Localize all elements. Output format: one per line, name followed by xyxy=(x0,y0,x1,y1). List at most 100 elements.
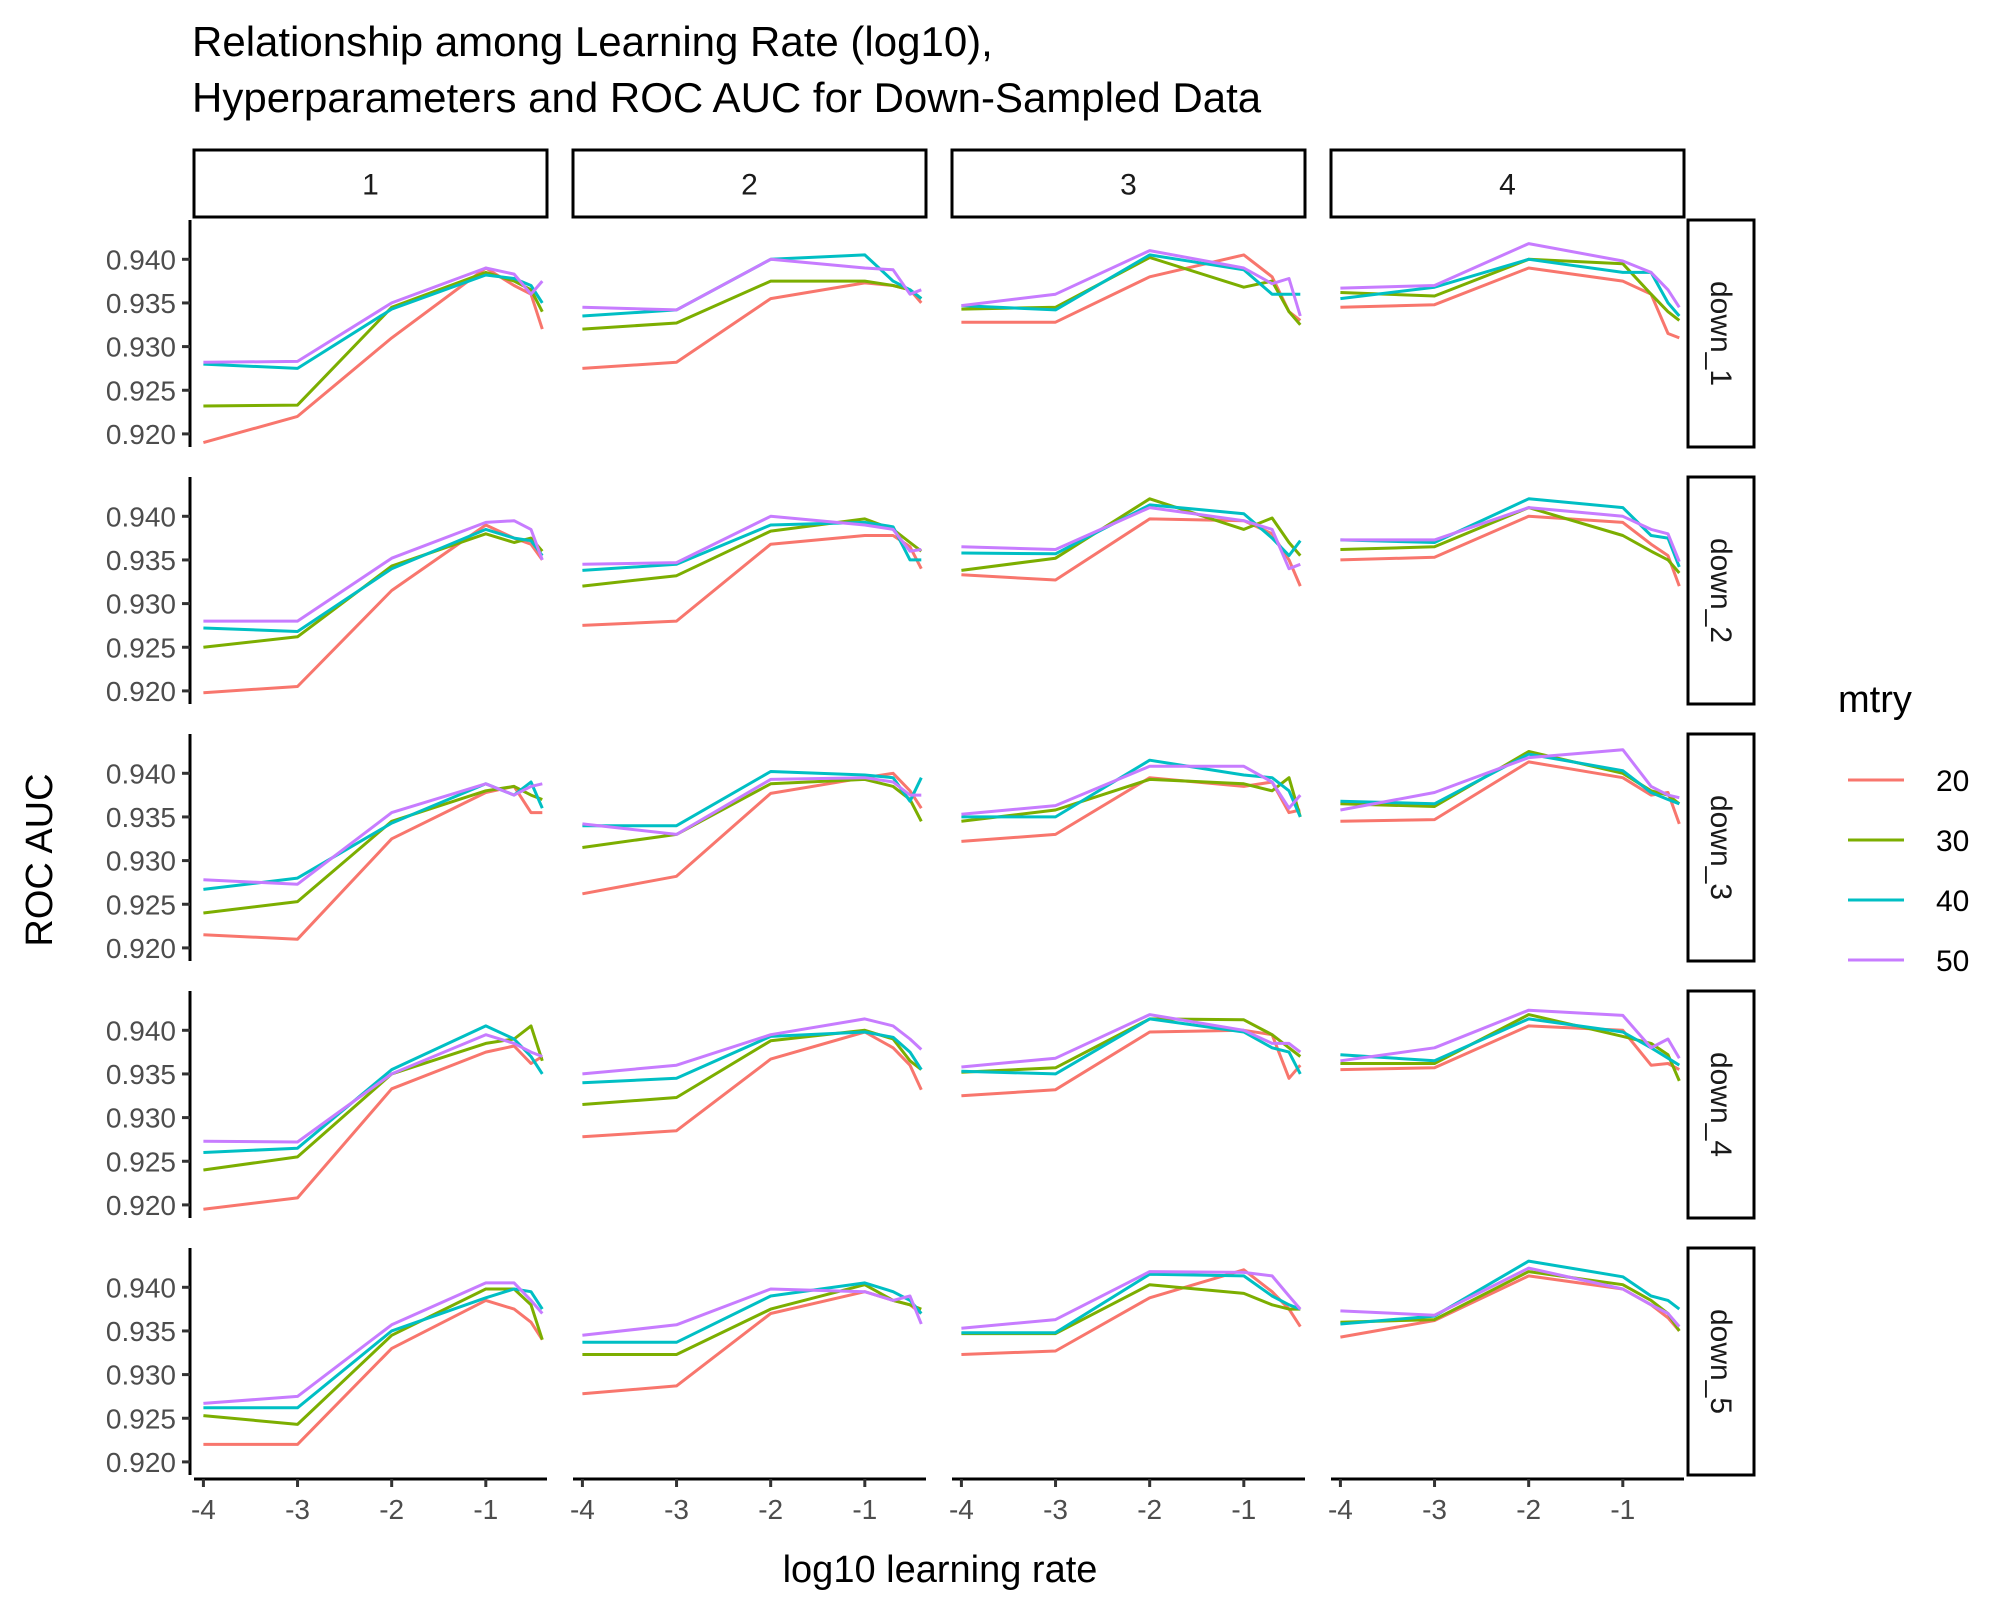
x-tick-label: -1 xyxy=(1610,1494,1635,1525)
y-tick-label: 0.930 xyxy=(106,1360,176,1391)
y-axis-title: ROC AUC xyxy=(19,773,61,946)
y-tick-label: 0.940 xyxy=(106,501,176,532)
series-line-mtry-40-down_4-col-1 xyxy=(203,1024,544,1154)
series-line-mtry-40-down_5-col-3 xyxy=(961,1272,1301,1335)
y-tick-label: 0.925 xyxy=(106,375,176,406)
facet-strip-col-2 xyxy=(571,148,928,219)
series-line-mtry-40-down_2-col-4 xyxy=(1340,497,1681,568)
series-line-mtry-40-down_1-col-4 xyxy=(1340,257,1681,317)
series-line-mtry-30-down_4-col-4 xyxy=(1340,1013,1681,1082)
facet-strip-row-down_5 xyxy=(1686,1246,1756,1477)
series-line-mtry-50-down_5-col-2 xyxy=(582,1287,923,1337)
x-tick-label: -3 xyxy=(664,1494,689,1525)
facet-strip-row-down_1 xyxy=(1686,218,1756,449)
series-line-mtry-30-down_5-col-2 xyxy=(582,1283,922,1356)
x-tick-label: -4 xyxy=(1328,1494,1353,1525)
legend-label-30: 30 xyxy=(1936,825,1969,858)
series-line-mtry-30-down_2-col-1 xyxy=(203,532,544,649)
series-line-mtry-40-down_4-col-4 xyxy=(1340,1017,1681,1067)
series-line-mtry-30-down_4-col-1 xyxy=(203,1024,544,1172)
legend-title: mtry xyxy=(1838,679,1912,721)
series-line-mtry-30-down_2-col-4 xyxy=(1340,506,1681,574)
series-line-mtry-30-down_5-col-1 xyxy=(203,1287,544,1426)
series-line-mtry-50-down_1-col-3 xyxy=(961,249,1302,317)
y-tick-label: 0.930 xyxy=(106,1103,176,1134)
y-tick-label: 0.930 xyxy=(106,846,176,877)
series-line-mtry-50-down_5-col-1 xyxy=(203,1281,544,1405)
legend-label-40: 40 xyxy=(1936,885,1969,918)
series-line-mtry-20-down_3-col-4 xyxy=(1340,760,1681,825)
series-line-mtry-20-down_1-col-4 xyxy=(1340,266,1680,340)
y-tick-label: 0.940 xyxy=(106,244,176,275)
facet-strip-row-label: down_1 xyxy=(1704,281,1737,386)
series-line-mtry-50-down_2-col-3 xyxy=(961,506,1301,571)
x-tick-label: -4 xyxy=(570,1494,595,1525)
y-tick-label: 0.940 xyxy=(106,1015,176,1046)
x-tick-label: -1 xyxy=(473,1494,498,1525)
y-tick-label: 0.930 xyxy=(106,332,176,363)
series-line-mtry-50-down_1-col-4 xyxy=(1340,242,1681,309)
series-line-mtry-40-down_2-col-2 xyxy=(582,520,922,572)
y-tick-label: 0.920 xyxy=(106,933,176,964)
series-line-mtry-50-down_4-col-4 xyxy=(1340,1008,1681,1063)
chart-title-line-2: Hyperparameters and ROC AUC for Down-Sam… xyxy=(192,74,1262,121)
x-tick-label: -3 xyxy=(1422,1494,1447,1525)
series-line-mtry-40-down_1-col-3 xyxy=(961,253,1301,312)
facet-strip-row-label: down_4 xyxy=(1704,1052,1737,1157)
facet-strip-col-4 xyxy=(1329,148,1686,219)
facet-strip-col-label: 2 xyxy=(741,169,758,202)
x-tick-label: -2 xyxy=(1516,1494,1541,1525)
series-line-mtry-40-down_5-col-1 xyxy=(203,1287,544,1410)
facet-strip-col-label: 4 xyxy=(1499,169,1516,202)
series-line-mtry-50-down_2-col-1 xyxy=(203,519,544,623)
y-tick-label: 0.920 xyxy=(106,676,176,707)
series-line-mtry-30-down_3-col-1 xyxy=(203,784,543,915)
series-line-mtry-50-down_1-col-1 xyxy=(203,266,544,364)
facet-strip-col-3 xyxy=(950,148,1307,219)
facet-strip-col-label: 3 xyxy=(1120,169,1137,202)
y-tick-label: 0.930 xyxy=(106,589,176,620)
facet-strip-col-label: 1 xyxy=(362,169,379,202)
series-line-mtry-50-down_3-col-2 xyxy=(582,776,922,836)
series-line-mtry-50-down_4-col-2 xyxy=(582,1017,923,1076)
facet-strip-col-1 xyxy=(192,148,549,219)
x-tick-label: -2 xyxy=(758,1494,783,1525)
x-tick-label: -3 xyxy=(1043,1494,1068,1525)
series-line-mtry-50-down_5-col-4 xyxy=(1340,1266,1681,1328)
series-line-mtry-40-down_3-col-3 xyxy=(961,758,1302,819)
series-line-mtry-50-down_1-col-2 xyxy=(582,257,922,312)
x-tick-label: -4 xyxy=(949,1494,974,1525)
y-tick-label: 0.935 xyxy=(106,1059,176,1090)
series-line-mtry-30-down_1-col-1 xyxy=(203,270,544,408)
series-line-mtry-50-down_3-col-1 xyxy=(203,782,543,886)
y-tick-label: 0.935 xyxy=(106,288,176,319)
series-line-mtry-20-down_3-col-3 xyxy=(961,776,1301,843)
series-line-mtry-20-down_2-col-4 xyxy=(1340,514,1681,587)
y-tick-label: 0.920 xyxy=(106,1190,176,1221)
y-tick-label: 0.920 xyxy=(106,419,176,450)
series-line-mtry-30-down_3-col-3 xyxy=(961,776,1302,823)
series-line-mtry-40-down_5-col-2 xyxy=(582,1281,923,1344)
series-line-mtry-50-down_5-col-3 xyxy=(961,1270,1302,1330)
series-line-mtry-30-down_4-col-3 xyxy=(961,1017,1302,1074)
facet-strip-row-down_2 xyxy=(1686,475,1756,706)
x-tick-label: -4 xyxy=(191,1494,216,1525)
legend-label-50: 50 xyxy=(1936,945,1969,978)
series-line-mtry-20-down_2-col-2 xyxy=(582,534,923,627)
y-tick-label: 0.935 xyxy=(106,545,176,576)
series-line-mtry-20-down_4-col-1 xyxy=(203,1044,544,1211)
series-line-mtry-30-down_4-col-2 xyxy=(582,1028,923,1106)
series-line-mtry-50-down_2-col-2 xyxy=(582,514,922,566)
series-line-mtry-50-down_2-col-4 xyxy=(1340,506,1681,563)
series-line-mtry-20-down_3-col-1 xyxy=(203,784,543,941)
facet-strip-row-label: down_5 xyxy=(1704,1309,1737,1414)
series-line-mtry-40-down_2-col-3 xyxy=(961,503,1302,558)
series-line-mtry-30-down_1-col-3 xyxy=(961,256,1302,326)
y-tick-label: 0.925 xyxy=(106,632,176,663)
legend-label-20: 20 xyxy=(1936,765,1969,798)
facet-strip-row-down_3 xyxy=(1686,732,1756,963)
series-line-mtry-50-down_3-col-3 xyxy=(961,764,1302,816)
series-line-mtry-50-down_4-col-3 xyxy=(961,1013,1302,1069)
legend: mtry 20 30 40 50 xyxy=(1838,679,1969,978)
